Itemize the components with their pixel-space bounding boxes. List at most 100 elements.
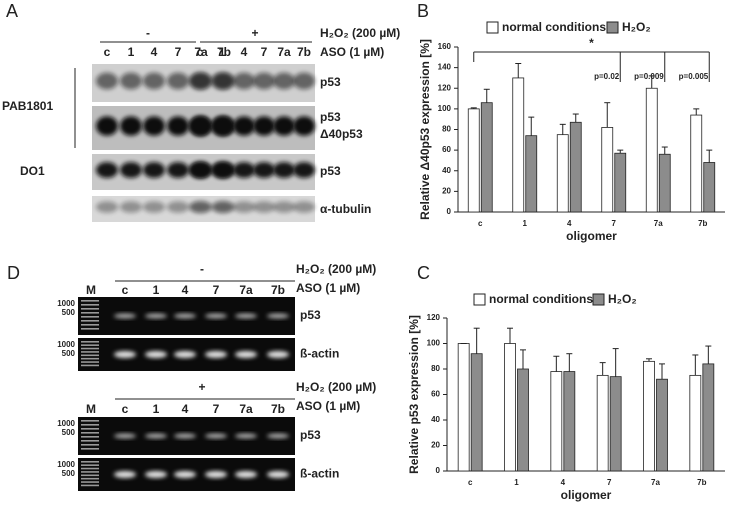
lane-label: 7b [271, 283, 285, 297]
lane-label: 7 [175, 45, 182, 59]
blot-band [167, 116, 189, 136]
blot-band [233, 162, 255, 178]
lane-label: 7a [239, 283, 253, 297]
ladder-band [81, 477, 99, 480]
p-value: p=0.005 [679, 72, 709, 81]
condition-label: H₂O₂ (200 µM) [320, 26, 400, 40]
y-tick-label: 0 [436, 466, 441, 475]
blot-band [211, 162, 233, 178]
blot-band [189, 72, 211, 90]
condition-label: ASO (1 µM) [296, 281, 360, 295]
gel-band [114, 471, 136, 478]
gel-band [114, 351, 136, 358]
ladder-band [81, 344, 99, 346]
significance-marker: * [589, 36, 594, 50]
bar [550, 371, 563, 472]
treatment-sign: - [200, 262, 204, 276]
panel-letter: B [417, 1, 429, 21]
gel-band [145, 313, 167, 319]
x-axis-label: oligomer [566, 229, 617, 243]
ladder-band [81, 440, 99, 442]
gel-label: ß-actin [300, 347, 339, 361]
bar [504, 343, 516, 472]
x-tick-label: 1 [523, 219, 528, 228]
blot-band [273, 72, 295, 90]
legend-swatch [486, 21, 499, 34]
ladder-band [81, 328, 99, 330]
gel-band [235, 471, 257, 478]
condition-label: ASO (1 µM) [320, 45, 384, 59]
marker-size: 500 [62, 349, 76, 358]
lane-label: 7a [194, 45, 208, 59]
bar [614, 152, 627, 213]
marker-size: 1000 [57, 419, 75, 428]
bar [596, 374, 609, 472]
ladder-band [81, 461, 99, 463]
gel-label: p53 [300, 428, 321, 442]
bar [563, 371, 576, 472]
blot-band [189, 116, 211, 136]
y-axis-label: Relative Δ40p53 expression [%] [418, 39, 432, 220]
x-tick-label: 7 [607, 478, 612, 487]
blot-band [253, 72, 275, 90]
condition-label: H₂O₂ (200 µM) [296, 380, 376, 394]
x-tick-label: c [478, 219, 483, 228]
marker-lane-label: M [86, 283, 96, 297]
condition-label: H₂O₂ (200 µM) [296, 262, 376, 276]
gel-band [114, 313, 136, 319]
lane-label: 7b [297, 45, 311, 59]
y-tick-label: 140 [438, 63, 452, 72]
gel-band [235, 433, 257, 439]
blot-band [189, 162, 211, 178]
ladder-band [81, 347, 99, 350]
lane-label: 7a [277, 45, 291, 59]
blot-band [120, 116, 142, 136]
legend-label: normal conditions [502, 20, 606, 34]
gel-band [267, 351, 289, 358]
gel-band [235, 313, 257, 319]
bar [457, 343, 470, 472]
blot-band [189, 201, 211, 213]
ladder-band [81, 481, 99, 483]
bar [525, 135, 538, 213]
lane-label: c [122, 283, 129, 297]
bar [689, 374, 702, 472]
treatment-sign: + [251, 26, 258, 40]
blot-label: α-tubulin [320, 202, 371, 216]
blot-band [293, 201, 315, 213]
gel-band [267, 471, 289, 478]
x-tick-label: 7 [612, 219, 617, 228]
y-tick-label: 20 [442, 186, 451, 195]
marker-size: 1000 [57, 299, 75, 308]
bar [470, 353, 483, 472]
y-tick-label: 60 [431, 390, 440, 399]
y-tick-label: 160 [438, 42, 452, 51]
blot-band [167, 72, 189, 90]
legend-swatch [592, 293, 605, 306]
y-tick-label: 120 [438, 83, 452, 92]
blot-band [293, 72, 315, 90]
ladder-band [81, 351, 99, 353]
blot-band [253, 201, 275, 213]
y-tick-label: 0 [447, 207, 452, 216]
bar [703, 162, 716, 213]
ladder-band [81, 357, 99, 360]
lane-label: 1 [219, 45, 226, 59]
lane-label: c [104, 45, 111, 59]
x-tick-label: 7b [698, 219, 707, 228]
y-axis-label: Relative p53 expression [%] [407, 315, 421, 474]
treatment-sign: - [146, 26, 150, 40]
gel-label: p53 [300, 308, 321, 322]
panel-letter: C [417, 263, 430, 283]
blot-band [273, 116, 295, 136]
ladder-band [81, 354, 99, 357]
lane-label: 4 [241, 45, 248, 59]
ladder-band [81, 316, 99, 318]
gel-band [145, 471, 167, 478]
bar [702, 363, 715, 472]
x-axis-label: oligomer [561, 488, 612, 502]
blot-band [253, 162, 275, 178]
blot-band [211, 116, 233, 136]
blot-band [211, 201, 233, 213]
